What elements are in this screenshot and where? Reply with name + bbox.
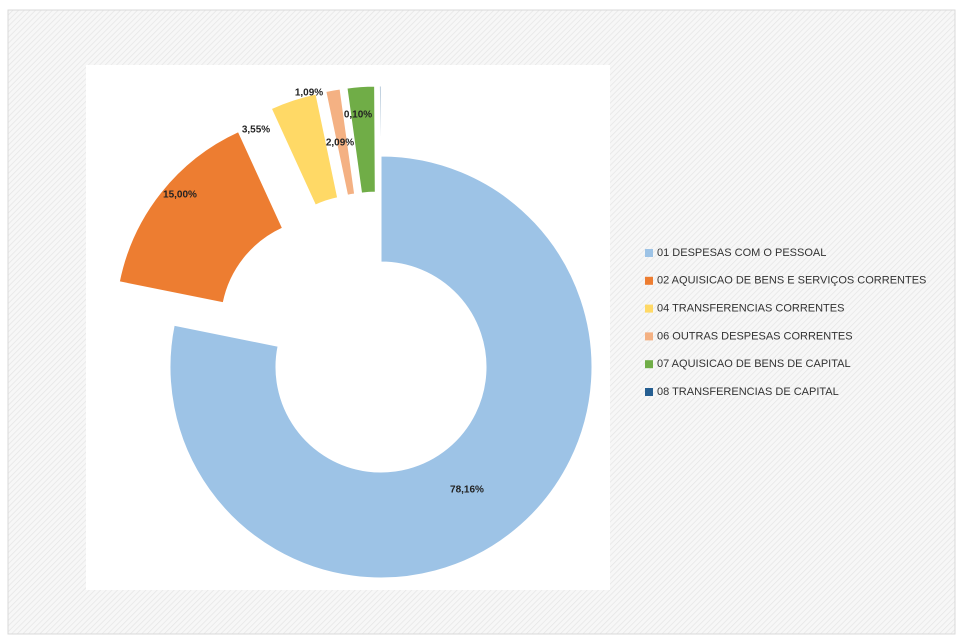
data-label: 78,16% bbox=[450, 485, 484, 496]
data-label: 0,10% bbox=[344, 110, 372, 121]
legend-swatch bbox=[645, 304, 653, 313]
donut-slice bbox=[378, 85, 382, 193]
legend-label: 07 AQUISICAO DE BENS DE CAPITAL bbox=[657, 358, 851, 370]
legend-label: 01 DESPESAS COM O PESSOAL bbox=[657, 247, 826, 259]
data-label: 3,55% bbox=[242, 125, 270, 136]
legend-swatch bbox=[645, 249, 653, 257]
data-label: 1,09% bbox=[295, 88, 323, 99]
legend-label: 02 AQUISICAO DE BENS E SERVIÇOS CORRENTE… bbox=[657, 275, 926, 287]
legend-swatch bbox=[645, 388, 653, 396]
donut-slice bbox=[169, 155, 593, 579]
data-label: 2,09% bbox=[326, 138, 354, 149]
legend-label: 04 TRANSFERENCIAS CORRENTES bbox=[657, 303, 844, 315]
legend-swatch bbox=[645, 360, 653, 369]
donut-slice bbox=[346, 85, 376, 194]
legend-swatch bbox=[645, 276, 653, 285]
legend-label: 08 TRANSFERENCIAS DE CAPITAL bbox=[657, 386, 839, 398]
donut-slice bbox=[325, 88, 356, 196]
legend-label: 06 OUTRAS DESPESAS CORRENTES bbox=[657, 330, 853, 342]
donut-slice bbox=[270, 93, 339, 206]
legend-swatch bbox=[645, 332, 653, 341]
donut-slice bbox=[118, 130, 284, 304]
data-label: 15,00% bbox=[163, 190, 197, 201]
